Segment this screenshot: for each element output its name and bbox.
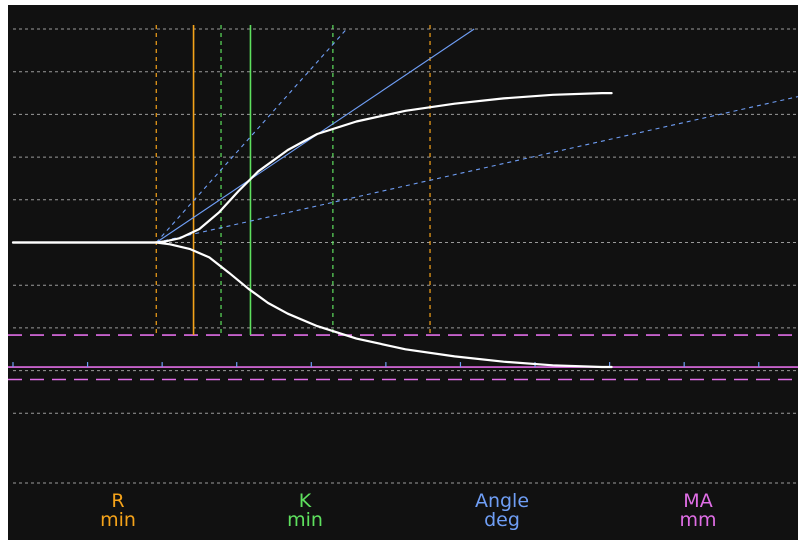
angle-line: [156, 96, 798, 244]
tracing-curves: [11, 92, 613, 369]
legend-angle-unit: deg: [484, 509, 520, 531]
legend-k-name: K: [298, 490, 312, 512]
legend-k-unit: min: [287, 509, 323, 531]
legend-angle-name: Angle: [474, 490, 530, 512]
parameter-markers: [8, 25, 798, 381]
tracing-plot: [8, 25, 798, 484]
trace-upper: [11, 92, 613, 244]
legend-k: K min: [245, 492, 365, 530]
legend-ma-unit: mm: [679, 509, 717, 531]
grid-lines: [13, 28, 798, 484]
legend-r-name: R: [111, 490, 125, 512]
legend-ma: MA mm: [638, 492, 758, 530]
legend-angle: Angle deg: [442, 492, 562, 530]
angle-line: [155, 28, 348, 243]
legend-r-unit: min: [100, 509, 136, 531]
tracing-display: R min K min Angle deg MA mm: [8, 5, 798, 540]
legend-ma-name: MA: [683, 490, 713, 512]
legend-r: R min: [58, 492, 178, 530]
trace-lower: [11, 241, 613, 369]
